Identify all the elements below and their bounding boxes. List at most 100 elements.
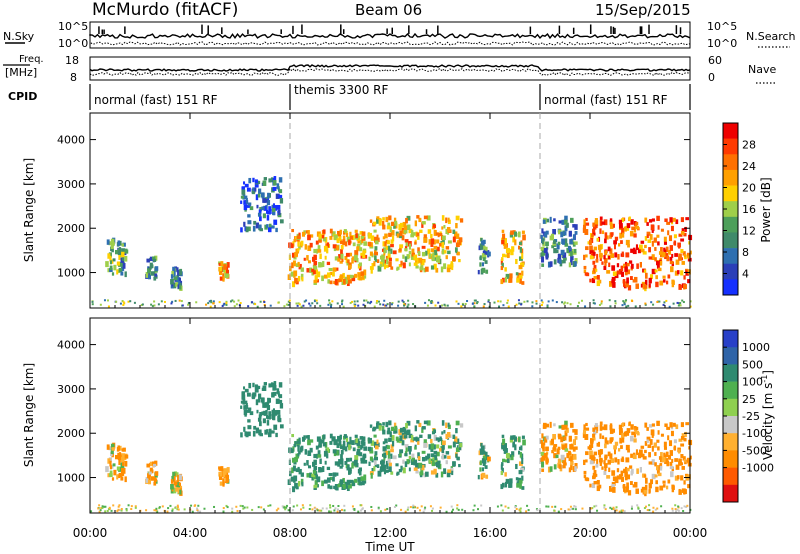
velocity-echo-cell [635,449,638,456]
power-echo-cell [447,240,452,244]
power-echo-cell [541,238,544,245]
velocity-echo-cell [372,426,377,431]
power-echo-cell [329,228,333,234]
velocity-echo-cell [563,462,567,466]
scatter-dot [351,300,354,303]
scatter-dot [517,299,520,302]
scatter-dot [222,303,225,306]
velocity-echo-cell [339,434,342,440]
scatter-dot [519,510,522,513]
power-echo-cell [362,250,367,254]
velocity-echo-cell [353,459,358,466]
scatter-dot [685,505,688,508]
power-echo-cell [342,272,345,278]
power-echo-cell [411,252,416,257]
velocity-echo-cell [384,469,389,473]
velocity-echo-cell [346,479,351,485]
velocity-echo-cell [313,453,317,459]
power-echo-cell [635,225,640,230]
power-echo-cell [291,228,295,233]
velocity-echo-cell [616,475,621,480]
velocity-echo-cell [385,450,389,455]
power-echo-cell [241,189,246,195]
power-echo-cell [651,229,654,233]
scatter-dot [229,300,232,303]
scatter-dot [115,300,118,303]
power-echo-cell [268,178,272,183]
power-echo-cell [507,253,510,259]
power-echo-cell [458,258,461,263]
scatter-dot [593,302,596,305]
power-echo-cell [267,192,270,199]
velocity-echo-cell [328,472,333,477]
power-echo-cell [354,229,358,233]
velocity-echo-cell [662,484,666,488]
power-echo-cell [604,238,607,244]
velocity-echo-cell [269,428,272,435]
velocity-echo-cell [618,474,623,480]
power-echo-cell [386,225,391,230]
power-echo-cell [503,243,508,249]
power-echo-cell [254,182,259,188]
scatter-dot [337,505,340,508]
velocity-echo-cell [592,465,596,470]
velocity-echo-cell [405,422,408,429]
scatter-dot [677,304,680,307]
power-echo-cell [670,225,674,232]
velocity-echo-cell [430,453,435,458]
velocity-echo-cell [446,431,451,438]
power-echo-cell [455,242,460,248]
power-echo-cell [519,278,522,284]
scatter-dot [656,507,659,510]
velocity-echo-cell [248,382,252,389]
scatter-dot [658,300,661,303]
velocity-echo-cell [451,470,454,476]
scatter-dot [480,504,483,507]
scatter-dot [615,506,618,509]
velocity-echo-cell [433,434,437,441]
velocity-echo-cell [666,460,670,467]
scatter-dot [150,303,153,306]
velocity-echo-cell [111,453,114,458]
scatter-dot [300,305,303,308]
power-echo-cell [357,272,362,277]
scatter-dot [404,510,407,513]
velocity-echo-cell [501,444,505,450]
scatter-dot [99,509,102,512]
power-echo-cell [300,240,304,246]
power-echo-cell [624,266,628,272]
velocity-echo-cell [379,469,383,473]
power-echo-cell [621,251,624,258]
power-echo-cell [387,222,391,228]
velocity-echo-cell [593,429,597,435]
velocity-echo-cell [376,442,380,448]
power-echo-cell [154,273,158,277]
scatter-dot [331,300,334,303]
velocity-echo-cell [342,483,346,489]
velocity-echo-cell [547,466,551,473]
velocity-echo-cell [564,443,568,450]
velocity-echo-cell [612,476,617,482]
velocity-echo-cell [349,440,353,445]
power-echo-cell [402,254,405,259]
scatter-dot [424,301,427,304]
velocity-echo-cell [374,441,378,448]
power-echo-cell [607,246,611,252]
power-echo-cell [685,270,689,276]
velocity-echo-cell [674,458,678,462]
scatter-dot [302,506,305,509]
velocity-echo-cell [673,445,676,451]
power-echo-cell [513,231,518,237]
power-echo-cell [387,253,391,260]
velocity-echo-cell [298,450,301,455]
power-echo-cell [273,176,277,182]
power-echo-cell [109,265,113,270]
velocity-echo-cell [501,434,505,438]
scatter-dot [493,301,496,304]
power-echo-cell [243,204,248,211]
power-echo-cell [275,227,278,233]
power-echo-cell [517,272,522,277]
velocity-echo-cell [604,443,607,449]
velocity-echo-cell [616,468,620,473]
power-echo-cell [543,247,548,253]
